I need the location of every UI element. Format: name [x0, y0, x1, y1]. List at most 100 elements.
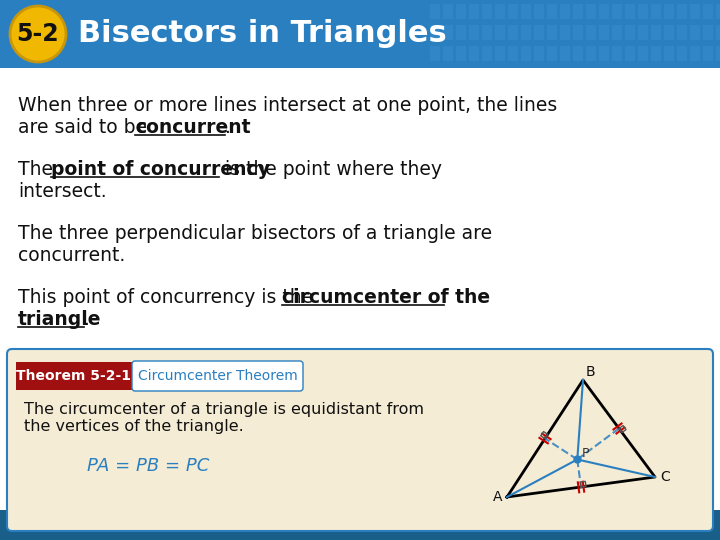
FancyBboxPatch shape	[16, 362, 132, 390]
FancyBboxPatch shape	[625, 25, 635, 40]
FancyBboxPatch shape	[482, 25, 492, 40]
FancyBboxPatch shape	[560, 46, 570, 61]
Text: point of concurrency: point of concurrency	[51, 160, 270, 179]
FancyBboxPatch shape	[716, 46, 720, 61]
FancyBboxPatch shape	[508, 4, 518, 19]
Text: The three perpendicular bisectors of a triangle are: The three perpendicular bisectors of a t…	[18, 224, 492, 243]
FancyBboxPatch shape	[7, 349, 713, 531]
FancyBboxPatch shape	[456, 46, 466, 61]
Text: C: C	[660, 470, 670, 484]
FancyBboxPatch shape	[547, 4, 557, 19]
FancyBboxPatch shape	[599, 4, 609, 19]
FancyBboxPatch shape	[586, 4, 596, 19]
FancyBboxPatch shape	[703, 4, 713, 19]
FancyBboxPatch shape	[716, 25, 720, 40]
FancyBboxPatch shape	[547, 25, 557, 40]
FancyBboxPatch shape	[690, 4, 700, 19]
FancyBboxPatch shape	[677, 4, 687, 19]
FancyBboxPatch shape	[651, 4, 661, 19]
Text: 5-2: 5-2	[17, 22, 59, 46]
FancyBboxPatch shape	[456, 4, 466, 19]
Text: Holt McDougal Geometry: Holt McDougal Geometry	[10, 517, 225, 532]
FancyBboxPatch shape	[430, 25, 440, 40]
FancyBboxPatch shape	[132, 361, 303, 391]
Text: .: .	[84, 310, 90, 329]
Text: P: P	[581, 448, 589, 461]
Text: Theorem 5-2-1: Theorem 5-2-1	[17, 369, 132, 383]
FancyBboxPatch shape	[0, 0, 720, 68]
FancyBboxPatch shape	[664, 4, 674, 19]
FancyBboxPatch shape	[716, 4, 720, 19]
FancyBboxPatch shape	[430, 4, 440, 19]
FancyBboxPatch shape	[612, 25, 622, 40]
Text: The: The	[18, 160, 59, 179]
FancyBboxPatch shape	[482, 4, 492, 19]
Text: This point of concurrency is the: This point of concurrency is the	[18, 288, 319, 307]
Text: concurrent: concurrent	[135, 118, 251, 137]
FancyBboxPatch shape	[664, 46, 674, 61]
FancyBboxPatch shape	[599, 46, 609, 61]
FancyBboxPatch shape	[508, 25, 518, 40]
FancyBboxPatch shape	[703, 46, 713, 61]
FancyBboxPatch shape	[651, 46, 661, 61]
FancyBboxPatch shape	[573, 25, 583, 40]
FancyBboxPatch shape	[469, 4, 479, 19]
FancyBboxPatch shape	[534, 46, 544, 61]
FancyBboxPatch shape	[443, 25, 453, 40]
FancyBboxPatch shape	[443, 4, 453, 19]
Circle shape	[10, 6, 66, 62]
Text: concurrent.: concurrent.	[18, 246, 125, 265]
FancyBboxPatch shape	[664, 25, 674, 40]
Text: circumcenter of the: circumcenter of the	[282, 288, 490, 307]
FancyBboxPatch shape	[521, 4, 531, 19]
Text: PA = PB = PC: PA = PB = PC	[87, 457, 210, 475]
Text: triangle: triangle	[18, 310, 102, 329]
FancyBboxPatch shape	[495, 46, 505, 61]
FancyBboxPatch shape	[495, 4, 505, 19]
FancyBboxPatch shape	[690, 25, 700, 40]
FancyBboxPatch shape	[430, 46, 440, 61]
Text: Copyright © by Holt Mc Dougal. All Rights Reserved.: Copyright © by Holt Mc Dougal. All Right…	[380, 518, 710, 531]
Text: When three or more lines intersect at one point, the lines: When three or more lines intersect at on…	[18, 96, 557, 115]
FancyBboxPatch shape	[547, 46, 557, 61]
Text: A: A	[493, 490, 503, 504]
FancyBboxPatch shape	[651, 25, 661, 40]
FancyBboxPatch shape	[573, 46, 583, 61]
FancyBboxPatch shape	[638, 25, 648, 40]
FancyBboxPatch shape	[521, 25, 531, 40]
FancyBboxPatch shape	[456, 25, 466, 40]
FancyBboxPatch shape	[469, 46, 479, 61]
FancyBboxPatch shape	[638, 46, 648, 61]
FancyBboxPatch shape	[586, 25, 596, 40]
Text: B: B	[586, 365, 595, 379]
FancyBboxPatch shape	[703, 25, 713, 40]
FancyBboxPatch shape	[690, 46, 700, 61]
FancyBboxPatch shape	[677, 46, 687, 61]
Text: intersect.: intersect.	[18, 182, 107, 201]
FancyBboxPatch shape	[534, 25, 544, 40]
FancyBboxPatch shape	[612, 46, 622, 61]
FancyBboxPatch shape	[495, 25, 505, 40]
FancyBboxPatch shape	[560, 25, 570, 40]
FancyBboxPatch shape	[560, 4, 570, 19]
FancyBboxPatch shape	[469, 25, 479, 40]
FancyBboxPatch shape	[599, 25, 609, 40]
FancyBboxPatch shape	[534, 4, 544, 19]
FancyBboxPatch shape	[625, 46, 635, 61]
FancyBboxPatch shape	[677, 25, 687, 40]
Text: are said to be: are said to be	[18, 118, 153, 137]
FancyBboxPatch shape	[482, 46, 492, 61]
Text: Circumcenter Theorem: Circumcenter Theorem	[138, 369, 297, 383]
FancyBboxPatch shape	[521, 46, 531, 61]
FancyBboxPatch shape	[625, 4, 635, 19]
FancyBboxPatch shape	[443, 46, 453, 61]
FancyBboxPatch shape	[508, 46, 518, 61]
Text: The circumcenter of a triangle is equidistant from
the vertices of the triangle.: The circumcenter of a triangle is equidi…	[24, 402, 424, 434]
FancyBboxPatch shape	[573, 4, 583, 19]
Text: .: .	[225, 118, 231, 137]
FancyBboxPatch shape	[0, 510, 720, 540]
FancyBboxPatch shape	[586, 46, 596, 61]
FancyBboxPatch shape	[612, 4, 622, 19]
FancyBboxPatch shape	[638, 4, 648, 19]
Text: is the point where they: is the point where they	[219, 160, 442, 179]
